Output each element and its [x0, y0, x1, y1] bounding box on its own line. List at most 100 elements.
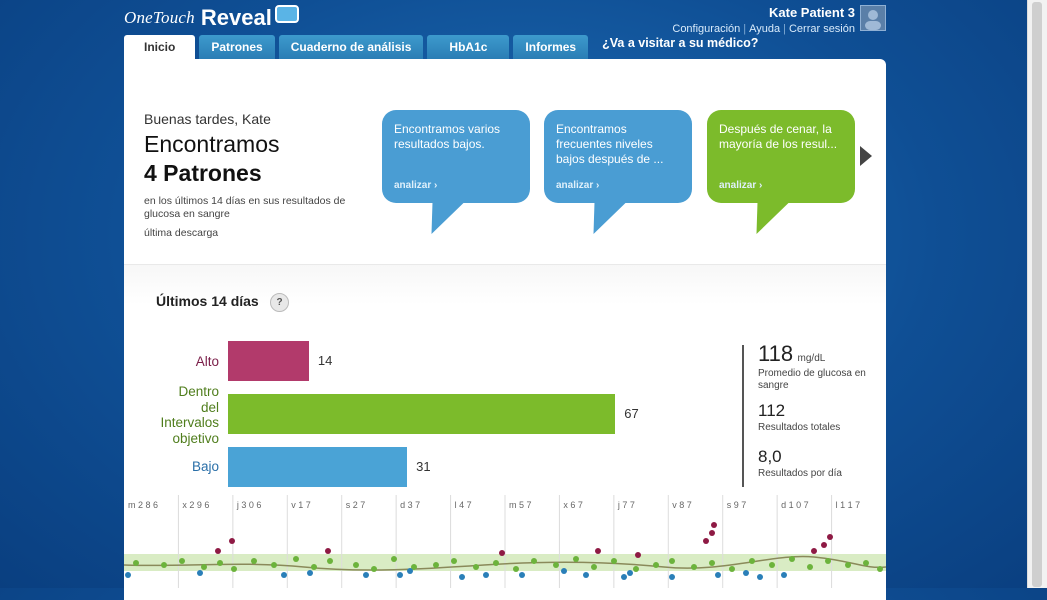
in-range-point: [161, 562, 167, 568]
avatar[interactable]: [860, 5, 886, 31]
low-point: [621, 574, 627, 580]
average-unit: mg/dL: [797, 353, 826, 364]
day-label: v 1 7: [291, 500, 311, 510]
bar-label-line: Alto: [195, 354, 219, 369]
settings-link[interactable]: Configuración: [672, 23, 741, 35]
patterns-subtitle: en los últimos 14 días en sus resultados…: [144, 195, 346, 220]
high-point: [325, 548, 331, 554]
logo-onetouch-text: OneTouch: [124, 8, 195, 27]
low-point: [519, 572, 525, 578]
day-label: m 2 8 6: [128, 500, 158, 510]
bar-value-label: 31: [416, 459, 431, 474]
in-range-point: [769, 562, 775, 568]
day-label: v 8 7: [672, 500, 692, 510]
in-range-point: [845, 562, 851, 568]
logout-link[interactable]: Cerrar sesión: [788, 23, 855, 35]
bar-value-label: 67: [624, 406, 639, 421]
high-point: [821, 542, 827, 548]
total-value: 112: [758, 401, 786, 420]
high-point: [811, 548, 817, 554]
low-point: [743, 570, 749, 576]
in-range-point: [573, 556, 579, 562]
high-point: [703, 538, 709, 544]
low-point: [363, 572, 369, 578]
per-day-value: 8,0: [758, 447, 782, 466]
analyze-link[interactable]: analizar ›: [719, 180, 763, 191]
bar-label-line: Intervalos: [160, 415, 219, 430]
pattern-card-1[interactable]: Encontramos varios resultados bajos. ana…: [382, 110, 530, 234]
high-point: [709, 530, 715, 536]
logo-bubble-icon: [274, 5, 299, 23]
pattern-card-3[interactable]: Después de cenar, la mayoría de los resu…: [707, 110, 855, 234]
help-icon[interactable]: ?: [270, 293, 289, 312]
in-range-point: [433, 562, 439, 568]
tab-hba1c[interactable]: HbA1c: [427, 35, 510, 59]
user-name: Kate Patient 3: [769, 5, 855, 20]
in-range-point: [553, 562, 559, 568]
scrollbar-thumb[interactable]: [1032, 2, 1042, 587]
tab-patrones[interactable]: Patrones: [199, 35, 275, 59]
in-range-point: [271, 562, 277, 568]
bubble-tail: [577, 202, 627, 234]
onetouch-reveal-logo: OneTouch Reveal: [124, 5, 299, 31]
bubble-tail: [740, 202, 790, 234]
low-point: [197, 570, 203, 576]
day-label: j 3 0 6: [236, 500, 262, 510]
low-point: [757, 574, 763, 580]
patterns-count: 4 Patrones: [144, 160, 262, 186]
help-link[interactable]: Ayuda: [749, 23, 781, 35]
high-point: [215, 548, 221, 554]
analyze-link[interactable]: analizar ›: [556, 180, 600, 191]
day-label: x 2 9 6: [182, 500, 209, 510]
pattern-card-text: Encontramos frecuentes niveles bajos des…: [556, 122, 664, 166]
high-point: [635, 552, 641, 558]
in-range-point: [633, 566, 639, 572]
stat-total: 112 Resultados totales: [758, 401, 840, 434]
next-patterns-arrow-icon[interactable]: [860, 146, 872, 166]
day-label: j 7 7: [617, 500, 635, 510]
in-range-point: [293, 556, 299, 562]
daily-results-timeline: m 2 8 6 x 2 9 6 j 3 0 6 v 1 7 s 2 7 d 3 7 l 4 …: [124, 495, 886, 588]
in-range-point: [789, 556, 795, 562]
bar-label-line: Bajo: [191, 459, 219, 474]
window-scrollbar[interactable]: [1027, 0, 1047, 588]
logo-reveal-text: Reveal: [200, 5, 272, 30]
in-range-point: [531, 558, 537, 564]
bar-target: [228, 394, 616, 434]
doctor-visit-link[interactable]: ¿Va a visitar a su médico?: [602, 36, 759, 50]
low-point: [397, 572, 403, 578]
tab-inicio[interactable]: Inicio: [124, 35, 196, 59]
in-range-point: [669, 558, 675, 564]
in-range-point: [391, 556, 397, 562]
in-range-point: [217, 560, 223, 566]
in-range-point: [473, 564, 479, 570]
low-point: [715, 572, 721, 578]
stat-per-day: 8,0 Resultados por día: [758, 447, 842, 480]
bar-bajo: [228, 447, 408, 487]
bar-label-target: Dentro del Intervalos objetivo: [124, 384, 219, 446]
low-point: [561, 568, 567, 574]
high-point: [711, 522, 717, 528]
in-range-point: [133, 560, 139, 566]
pattern-card-2[interactable]: Encontramos frecuentes niveles bajos des…: [544, 110, 692, 234]
in-range-point: [201, 564, 207, 570]
in-range-point: [709, 560, 715, 566]
last-download-text: última descarga: [144, 227, 219, 239]
bubble-tail: [415, 202, 465, 234]
in-range-point: [591, 564, 597, 570]
pattern-card-text: Después de cenar, la mayoría de los resu…: [719, 122, 838, 151]
bar-label-line: del: [200, 399, 219, 415]
bar-label-alto: Alto: [124, 354, 219, 370]
high-point: [229, 538, 235, 544]
in-range-point: [231, 566, 237, 572]
low-point: [281, 572, 287, 578]
day-label: s 2 7: [346, 500, 366, 510]
low-point: [307, 570, 313, 576]
low-point: [627, 570, 633, 576]
in-range-point: [251, 558, 257, 564]
analyze-link[interactable]: analizar ›: [394, 180, 438, 191]
in-range-point: [825, 558, 831, 564]
tab-informes[interactable]: Informes: [513, 35, 589, 59]
tab-cuaderno[interactable]: Cuaderno de análisis: [278, 35, 424, 59]
in-range-point: [749, 558, 755, 564]
